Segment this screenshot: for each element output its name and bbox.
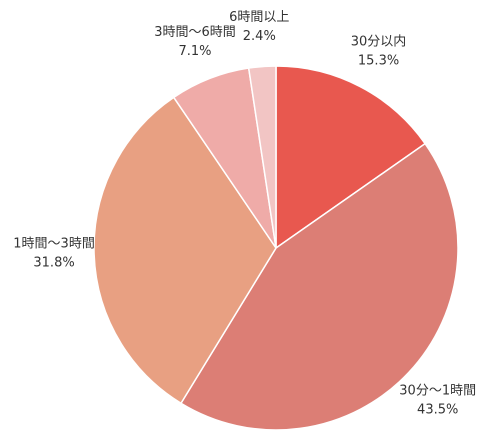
slice-value-label: 15.3% — [358, 54, 399, 69]
pie-slice — [93, 96, 277, 405]
pie-slice — [179, 142, 459, 431]
slice-value-label: 2.4% — [243, 29, 276, 44]
slice-label: 30分〜1時間 — [399, 384, 476, 399]
slice-value-label: 43.5% — [417, 403, 458, 418]
slice-label: 30分以内 — [351, 34, 407, 50]
slice-label: 6時間以上 — [229, 10, 289, 25]
pie-slice — [275, 65, 427, 250]
slice-label: 3時間〜6時間 — [154, 25, 236, 40]
pie-slice — [247, 65, 277, 249]
slice-value-label: 7.1% — [178, 44, 211, 59]
slice-value-label: 31.8% — [33, 256, 74, 271]
slice-label: 1時間〜3時間 — [13, 237, 95, 252]
